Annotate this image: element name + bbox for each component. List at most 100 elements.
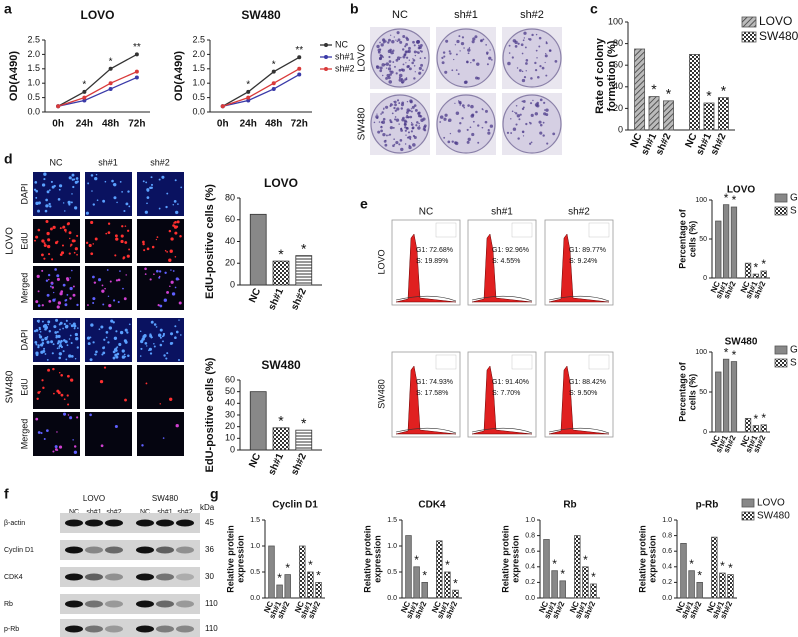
cell [162,334,165,337]
cell [56,274,60,278]
micrograph [85,365,132,409]
colony [410,108,413,110]
colony [407,131,410,134]
colony [385,62,390,66]
blot-row-label: β-actin [4,520,25,527]
colony [543,101,546,104]
colony [394,65,396,68]
colony [439,121,442,123]
band [136,625,154,633]
band [105,600,123,608]
column-label: sh#2 [568,207,590,218]
cell [104,287,106,290]
plot-legend [435,354,457,370]
row-label: SW480 [357,107,368,140]
y-axis-label: expression [372,535,382,583]
column-label: sh#2 [520,9,544,21]
colony [443,117,447,121]
colony [417,51,420,54]
y-tick-label: 1.5 [192,63,205,73]
cell [61,251,65,255]
cell [46,190,50,194]
colony [539,98,543,102]
lane-label: sh#2 [106,509,121,516]
colony [448,50,451,53]
cell [93,281,97,284]
cell [90,174,94,177]
cell [54,268,57,271]
bar [727,574,734,599]
cell [94,176,98,181]
cell [43,242,46,245]
band [156,519,174,527]
colony [507,61,511,66]
bar [295,255,313,286]
point [271,81,276,86]
cell [68,176,72,180]
colony [417,111,421,115]
colony [458,100,462,105]
cell [44,209,48,213]
colony [518,118,521,121]
band [105,573,123,581]
cell [46,429,49,433]
y-axis-label: formation (%) [606,40,618,111]
colony [418,125,420,127]
colony [402,35,406,39]
colony [387,41,390,44]
y-tick-label: 1.0 [662,517,672,524]
cell [89,413,92,417]
colony [461,36,465,39]
colony [417,126,421,130]
cell [170,237,174,241]
colony [408,46,411,50]
colony [404,143,407,145]
cell [146,188,150,192]
y-tick-label: 2.5 [192,34,205,44]
y-tick-label: 0.0 [662,595,672,602]
cell [62,350,65,353]
cell [164,249,167,252]
y-axis-label: EdU-positive cells (%) [204,184,216,299]
colony [401,79,405,83]
bar [722,204,730,279]
colony [407,50,410,53]
cell [58,356,62,360]
colony [515,112,518,115]
group-label: LOVO [5,227,16,255]
cell [166,251,168,253]
y-tick-label: 60 [225,214,235,224]
colony [455,69,458,71]
y-tick-label: 0.5 [192,92,205,102]
cell [153,342,155,345]
cell [96,199,99,202]
colony [535,33,538,36]
cell [66,344,69,347]
cell [146,247,150,251]
colony [545,41,548,43]
cell [162,437,165,439]
kda-label: 30 [205,572,214,581]
cell [112,183,115,186]
colony [405,77,408,79]
colony [380,125,383,129]
column-label: NC [50,157,63,167]
bar [268,545,275,599]
cell [65,358,68,361]
legend-swatch [774,345,788,355]
cell [105,336,108,339]
cell [68,231,72,235]
colony [457,129,461,133]
significance: * [732,193,737,207]
cell [52,367,55,371]
cell [65,231,67,233]
colony [378,57,382,61]
cell [116,201,118,204]
bar [559,580,566,599]
cell [63,228,67,232]
colony [395,118,400,122]
cell [170,332,174,336]
cell [119,330,124,335]
plot-legend [588,222,610,238]
column-label: sh#2 [150,157,170,167]
